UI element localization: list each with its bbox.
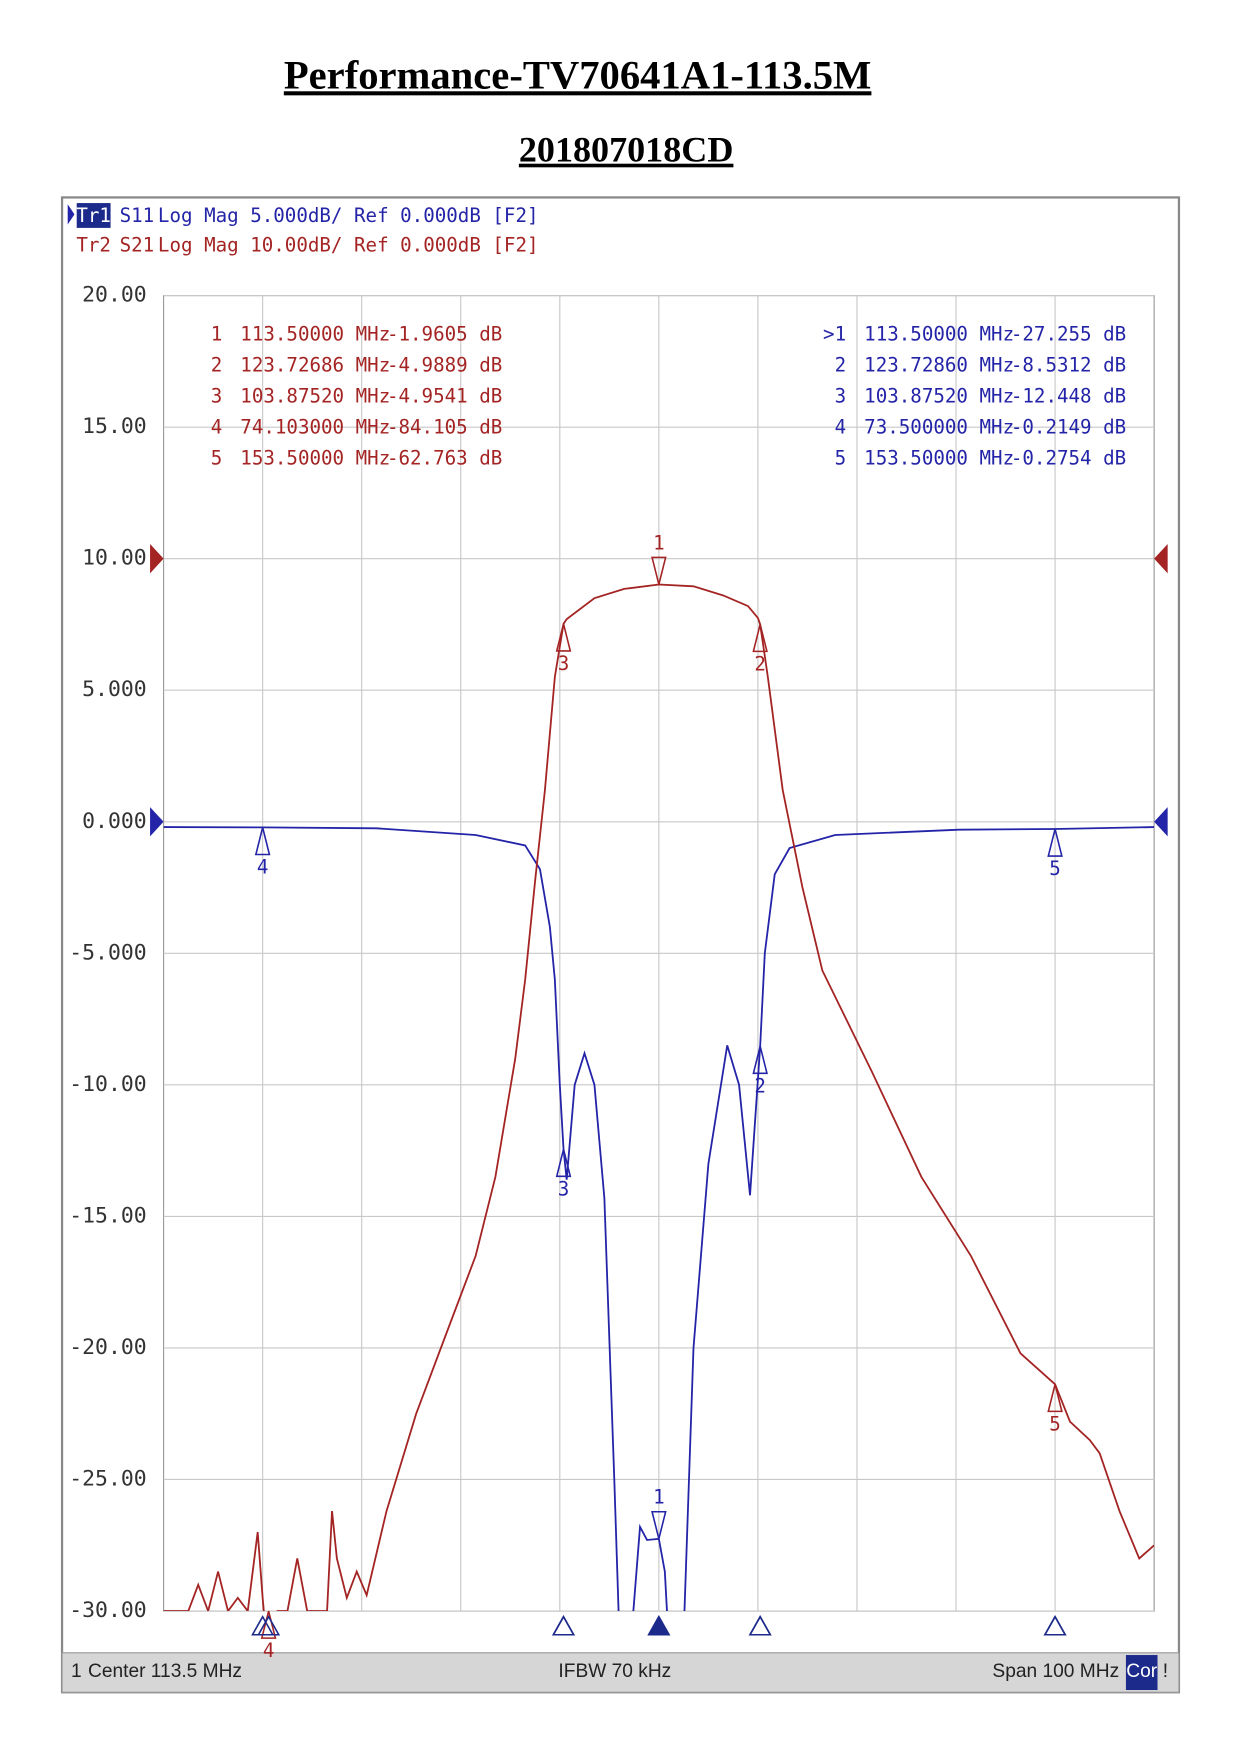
ref-arrow	[1154, 544, 1168, 574]
marker-table-value: -62.763 dB	[387, 447, 502, 470]
marker-table-value: -1.9605 dB	[387, 323, 502, 346]
marker-label: 3	[558, 1177, 570, 1200]
marker	[651, 556, 667, 585]
marker-table-freq: 113.50000 MHz	[240, 323, 390, 346]
marker-label: 3	[558, 652, 570, 675]
marker-table-id: 2	[211, 354, 223, 377]
marker	[260, 1610, 277, 1639]
y-tick-label: 20.00	[82, 283, 146, 308]
marker-table-value: -4.9889 dB	[387, 354, 502, 377]
trace-line	[163, 583, 1155, 1612]
y-tick-label: 5.000	[82, 677, 146, 702]
marker-table-freq: 103.87520 MHz	[240, 385, 390, 408]
center: Center 113.5 MHz	[88, 1661, 242, 1682]
marker-table-id: 3	[835, 385, 847, 408]
y-tick-label: -5.000	[69, 940, 146, 965]
marker	[555, 623, 572, 652]
marker-table-id: 4	[835, 416, 847, 439]
marker-table-freq: 123.72686 MHz	[240, 354, 390, 377]
y-tick-label: 0.000	[82, 809, 146, 834]
marker-label: 2	[754, 652, 766, 675]
trace-id: Tr2	[76, 233, 111, 256]
marker-table-freq: 153.50000 MHz	[240, 447, 390, 470]
marker-table-id: 4	[211, 416, 223, 439]
subtitle: 201807018CD	[519, 130, 734, 170]
title: Performance-TV70641A1-113.5M	[284, 52, 872, 97]
marker-table-value: -0.2149 dB	[1011, 416, 1126, 439]
marker-table-freq: 123.72860 MHz	[864, 354, 1014, 377]
stimulus-marker	[552, 1615, 576, 1636]
trace-id: Tr1	[76, 204, 111, 227]
trace-format: Log Mag 10.00dB/ Ref 0.000dB [F2]	[158, 233, 539, 256]
marker	[752, 1046, 768, 1075]
y-tick-label: -25.00	[69, 1466, 146, 1491]
marker	[752, 624, 768, 653]
marker-table-freq: 74.103000 MHz	[240, 416, 390, 439]
ref-arrow	[150, 807, 164, 837]
marker-table-value: -84.105 dB	[387, 416, 502, 439]
y-tick-label: -30.00	[69, 1598, 146, 1623]
marker-label: 5	[1049, 1412, 1061, 1435]
y-tick-label: -10.00	[69, 1072, 146, 1097]
y-tick-label: -15.00	[69, 1203, 146, 1228]
trace-line	[163, 826, 1155, 1612]
marker-table-id: 1	[211, 323, 223, 346]
status-bar	[61, 1652, 1180, 1693]
stimulus-marker	[1043, 1615, 1067, 1636]
marker-table-freq: 73.500000 MHz	[864, 416, 1014, 439]
marker	[651, 1510, 667, 1540]
marker-label: 4	[257, 856, 269, 879]
marker	[555, 1149, 572, 1178]
trace-param: S21	[120, 233, 155, 256]
marker-table-freq: 113.50000 MHz	[864, 323, 1014, 346]
marker-table-value: -12.448 dB	[1011, 385, 1126, 408]
trace-param: S11	[120, 204, 155, 227]
marker-table-id: >1	[823, 323, 846, 346]
ref-arrow	[150, 544, 164, 574]
marker-label: 5	[1049, 857, 1061, 880]
marker-label: 1	[653, 1486, 665, 1509]
channel: 1	[71, 1661, 82, 1682]
marker-table-id: 2	[835, 354, 847, 377]
marker-table-value: -4.9541 dB	[387, 385, 502, 408]
marker-table-value: -27.255 dB	[1011, 323, 1126, 346]
y-tick-label: -20.00	[69, 1335, 146, 1360]
span: Span 100 MHz	[992, 1661, 1119, 1682]
marker-table-value: -0.2754 dB	[1011, 447, 1126, 470]
active-trace-arrow	[67, 204, 75, 225]
trace-format: Log Mag 5.000dB/ Ref 0.000dB [F2]	[158, 204, 539, 227]
marker-label: 4	[263, 1639, 275, 1662]
marker	[1047, 1384, 1063, 1413]
marker-table-freq: 153.50000 MHz	[864, 447, 1014, 470]
y-tick-label: 10.00	[82, 546, 146, 571]
cor-box	[1125, 1655, 1158, 1691]
marker-label: 2	[754, 1074, 766, 1097]
marker-table-value: -8.5312 dB	[1011, 354, 1126, 377]
marker-table-id: 5	[211, 447, 223, 470]
stimulus-marker	[647, 1615, 671, 1636]
active-trace-box	[76, 203, 111, 228]
ref-arrow	[1154, 807, 1168, 837]
marker-table-id: 5	[835, 447, 847, 470]
marker-table-freq: 103.87520 MHz	[864, 385, 1014, 408]
cor: Cor	[1126, 1661, 1157, 1682]
marker-table-id: 3	[211, 385, 223, 408]
marker-label: 1	[653, 531, 665, 554]
y-tick-label: 15.00	[82, 414, 146, 439]
stimulus-marker	[748, 1615, 772, 1636]
traces	[163, 583, 1155, 1612]
flag: !	[1163, 1661, 1168, 1682]
marker	[254, 827, 271, 856]
ifbw: IFBW 70 kHz	[558, 1661, 671, 1682]
stimulus-marker	[257, 1615, 281, 1636]
marker	[1047, 828, 1063, 857]
